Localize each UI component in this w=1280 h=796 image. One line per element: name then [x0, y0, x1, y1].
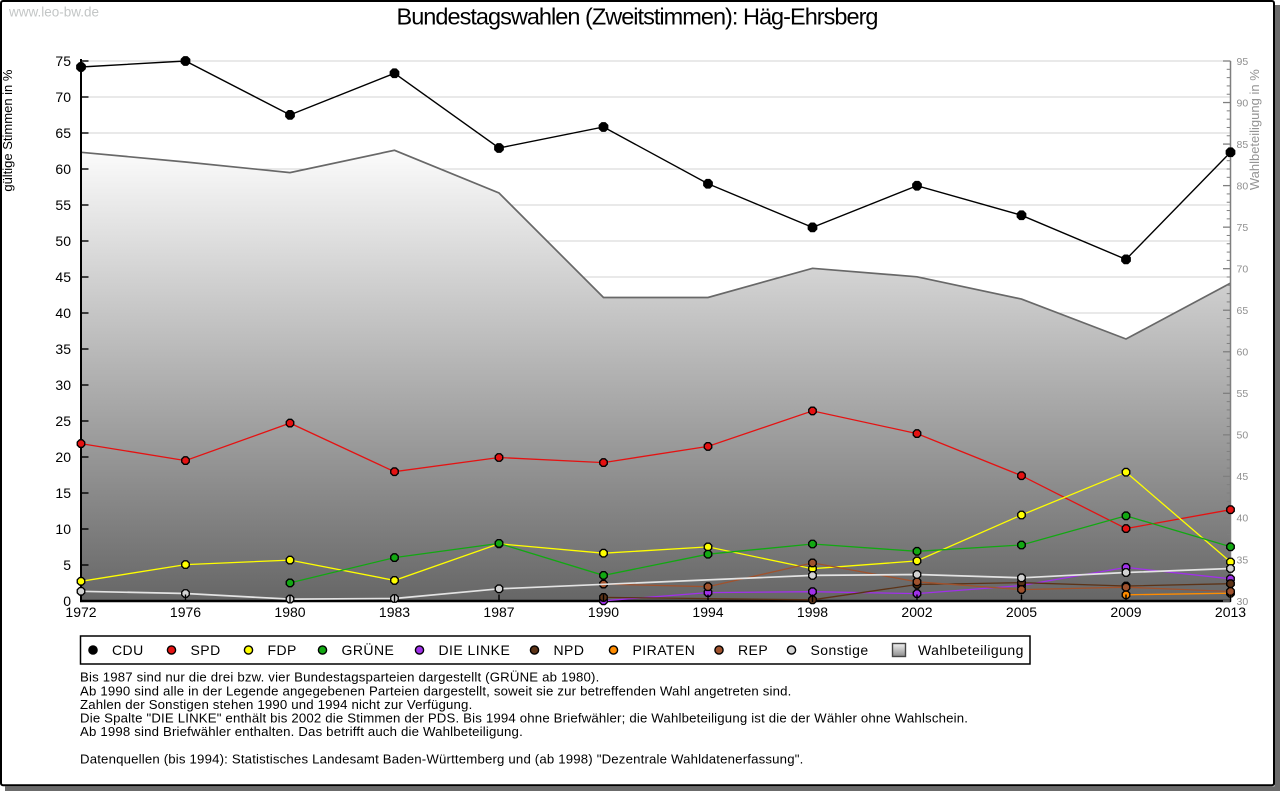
svg-text:Datenquellen (bis 1994): Stati: Datenquellen (bis 1994): Statistisches L… — [80, 752, 803, 767]
svg-text:Wahlbeteiligung in %: Wahlbeteiligung in % — [1247, 69, 1262, 190]
svg-text:95: 95 — [1237, 56, 1249, 68]
svg-text:Wahlbeteiligung: Wahlbeteiligung — [918, 642, 1024, 658]
svg-text:gültige Stimmen in %: gültige Stimmen in % — [0, 69, 15, 192]
svg-text:2013: 2013 — [1215, 604, 1246, 620]
svg-text:40: 40 — [55, 305, 71, 321]
svg-text:2009: 2009 — [1110, 604, 1141, 620]
svg-text:CDU: CDU — [112, 642, 144, 658]
svg-text:55: 55 — [1237, 388, 1249, 400]
svg-text:40: 40 — [1237, 513, 1249, 525]
svg-text:Bundestagswahlen (Zweitstimmen: Bundestagswahlen (Zweitstimmen): Häg-Ehr… — [397, 3, 879, 29]
svg-text:45: 45 — [55, 269, 71, 285]
svg-text:REP: REP — [738, 642, 768, 658]
svg-text:15: 15 — [55, 485, 71, 501]
svg-text:70: 70 — [55, 89, 71, 105]
svg-text:35: 35 — [1237, 554, 1249, 566]
svg-text:20: 20 — [55, 449, 71, 465]
svg-text:1990: 1990 — [588, 604, 619, 620]
svg-text:www.leo-bw.de: www.leo-bw.de — [8, 5, 99, 20]
svg-text:60: 60 — [55, 161, 71, 177]
svg-text:1983: 1983 — [379, 604, 410, 620]
svg-text:75: 75 — [1237, 222, 1249, 234]
svg-text:75: 75 — [55, 53, 71, 69]
svg-text:10: 10 — [55, 521, 71, 537]
svg-text:65: 65 — [55, 125, 71, 141]
svg-text:30: 30 — [55, 377, 71, 393]
svg-text:2005: 2005 — [1006, 604, 1037, 620]
svg-text:Sonstige: Sonstige — [811, 642, 869, 658]
svg-text:65: 65 — [1237, 305, 1249, 317]
svg-text:SPD: SPD — [191, 642, 221, 658]
svg-text:NPD: NPD — [554, 642, 585, 658]
svg-text:70: 70 — [1237, 264, 1249, 276]
svg-text:60: 60 — [1237, 347, 1249, 359]
svg-text:1976: 1976 — [170, 604, 201, 620]
svg-text:55: 55 — [55, 197, 71, 213]
svg-text:Ab 1998 sind Briefwähler entha: Ab 1998 sind Briefwähler enthalten. Das … — [80, 724, 523, 739]
svg-text:45: 45 — [1237, 471, 1249, 483]
svg-text:2002: 2002 — [901, 604, 932, 620]
svg-text:1980: 1980 — [274, 604, 305, 620]
svg-text:1994: 1994 — [692, 604, 723, 620]
svg-text:35: 35 — [55, 341, 71, 357]
svg-text:1998: 1998 — [797, 604, 828, 620]
svg-text:1972: 1972 — [65, 604, 96, 620]
svg-text:FDP: FDP — [268, 642, 297, 658]
svg-text:PIRATEN: PIRATEN — [633, 642, 696, 658]
svg-text:5: 5 — [63, 557, 71, 573]
svg-text:1987: 1987 — [483, 604, 514, 620]
svg-text:GRÜNE: GRÜNE — [342, 641, 395, 658]
svg-text:DIE LINKE: DIE LINKE — [439, 642, 511, 658]
svg-text:25: 25 — [55, 413, 71, 429]
svg-text:50: 50 — [55, 233, 71, 249]
svg-text:50: 50 — [1237, 430, 1249, 442]
